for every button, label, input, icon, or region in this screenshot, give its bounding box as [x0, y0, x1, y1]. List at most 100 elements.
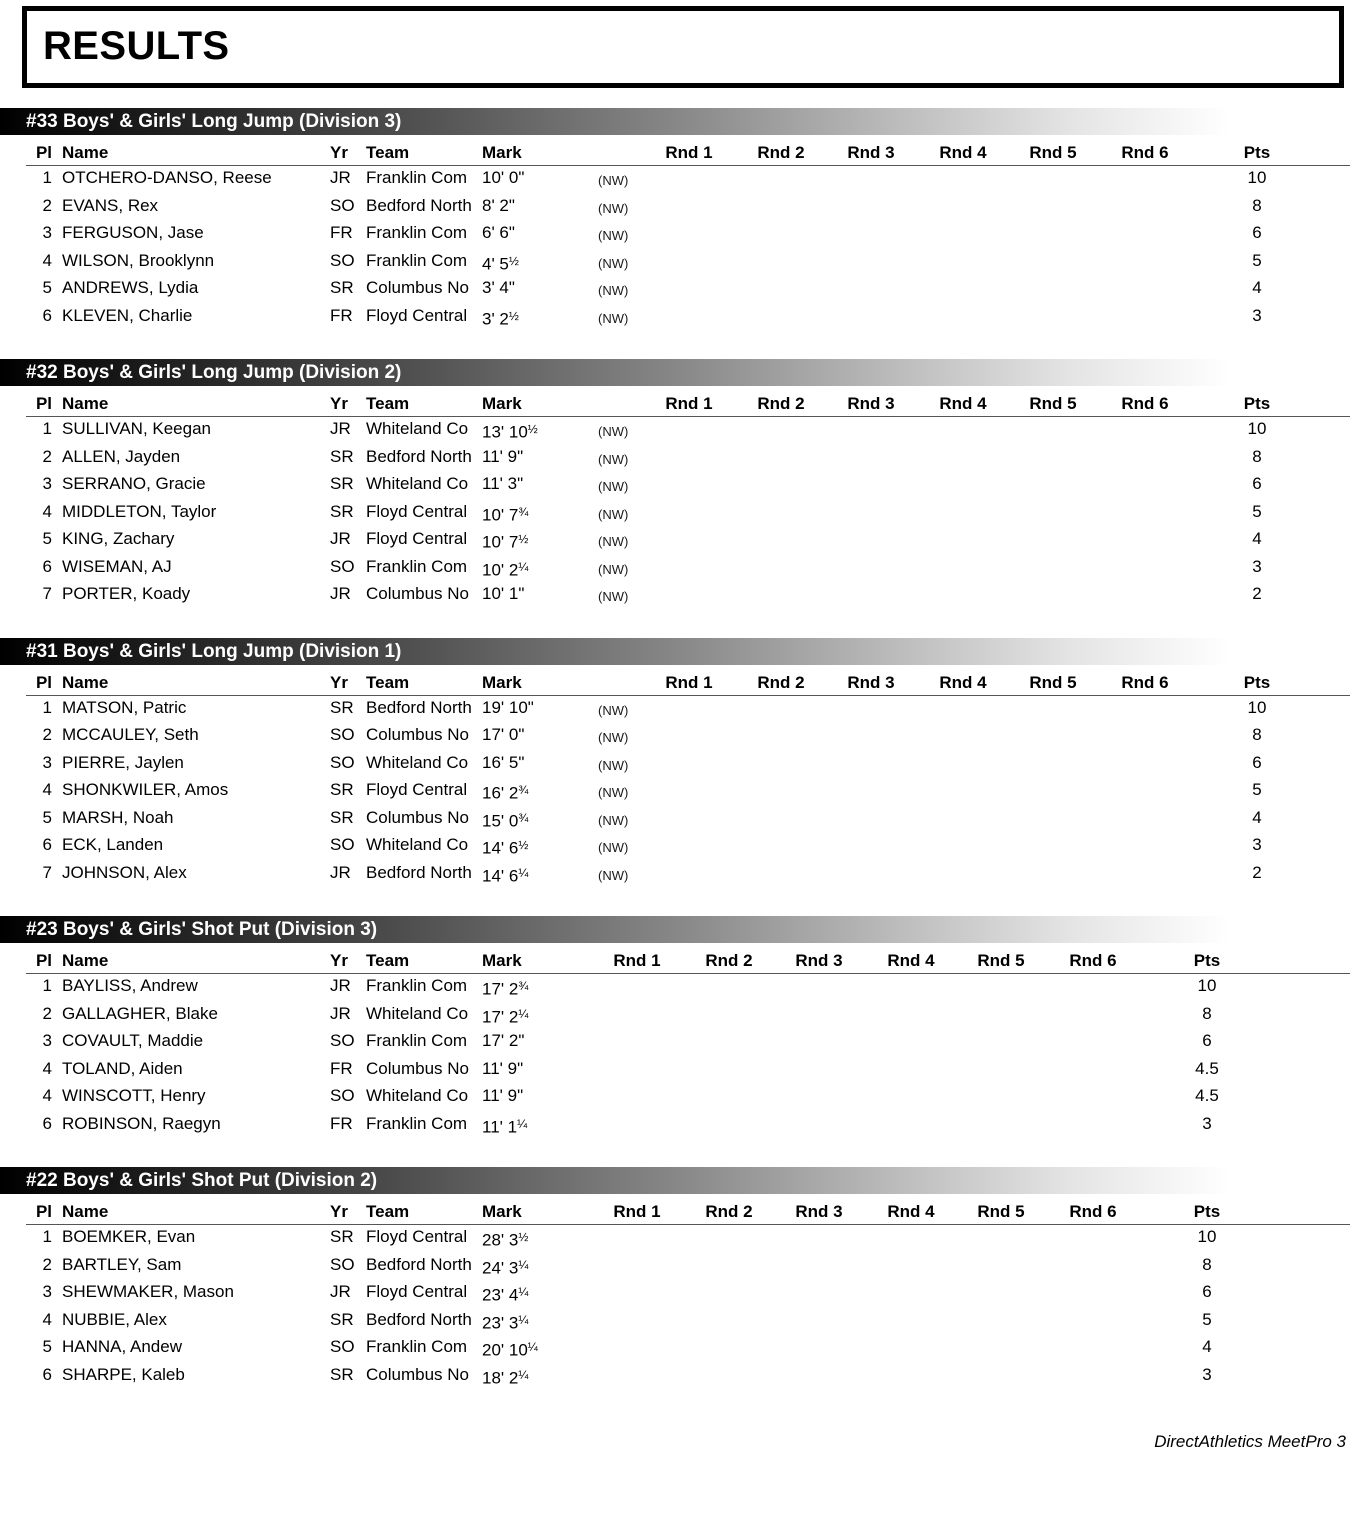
header-rule: [26, 694, 1350, 696]
cell-name: HANNA, Andew: [62, 1337, 182, 1356]
cell-mark: 11' 9": [482, 1086, 524, 1105]
cell-mark: 14' 6¼: [482, 865, 529, 886]
table-row: 3 FERGUSON, Jase FR Franklin Com 6 6' 6" (NW): [0, 221, 1366, 249]
section-header: #23 Boys' & Girls' Shot Put (Division 3): [0, 916, 1230, 943]
cell-mark: 28' 3½: [482, 1230, 529, 1250]
cell-team: Columbus No: [366, 807, 469, 827]
column-header-rnd6: Rnd 6: [1069, 1202, 1117, 1221]
cell-name: KLEVEN, Charlie: [62, 305, 193, 325]
column-header-rnd6: Rnd 6: [1121, 394, 1169, 413]
cell-team: Bedford North: [366, 195, 472, 215]
cell-year: SR: [330, 474, 354, 493]
cell-name: WINSCOTT, Henry: [62, 1086, 206, 1105]
column-header-name: Name: [62, 143, 109, 162]
table-row: 1 OTCHERO-DANSO, Reese JR Franklin Com 10 10'…: [0, 166, 1366, 194]
column-header-rnd1: Rnd 1: [665, 143, 713, 162]
cell-name: OTCHERO-DANSO, Reese: [62, 168, 272, 187]
cell-place: 2: [42, 195, 52, 215]
table-row: 2 GALLAGHER, Blake JR Whiteland Co 8 17' 2¼: [0, 1002, 1366, 1030]
table-row: 3 PIERRE, Jaylen SO Whiteland Co 6 16' 5" (NW): [0, 751, 1366, 779]
table-row: 5 KING, Zachary JR Floyd Central 4 10' 7½ (NW): [0, 527, 1366, 555]
cell-year: FR: [330, 1058, 353, 1078]
column-header-rnd2: Rnd 2: [705, 1202, 753, 1221]
section-header: #32 Boys' & Girls' Long Jump (Division 2…: [0, 359, 1230, 386]
column-header-place: Pl: [35, 672, 52, 692]
cell-place: 3: [42, 1282, 52, 1301]
cell-mark: 23' 3¼: [482, 1312, 529, 1333]
cell-mark: 19' 10": [482, 697, 534, 717]
cell-wind-reading: (NW): [598, 200, 629, 216]
cell-points: 8: [1202, 1003, 1212, 1023]
column-header-team: Team: [366, 672, 410, 692]
cell-mark: 15' 0¾: [482, 810, 529, 831]
cell-mark: 17' 0": [482, 725, 525, 744]
cell-place: 3: [42, 223, 52, 242]
cell-team: Whiteland Co: [366, 835, 469, 854]
table-row: 6 SHARPE, Kaleb SR Columbus No 3 18' 2¼: [0, 1363, 1366, 1391]
cell-points: 6: [1202, 1282, 1212, 1301]
cell-name: WILSON, Brooklynn: [62, 250, 215, 270]
table-row: 1 BAYLISS, Andrew JR Franklin Com 10 17' 2¾: [0, 974, 1366, 1002]
cell-team: Floyd Central: [366, 305, 468, 325]
cell-mark: 11' 9": [482, 446, 524, 466]
column-header-mark: Mark: [482, 394, 522, 413]
cell-team: Floyd Central: [366, 780, 468, 799]
cell-team: Bedford North: [366, 1254, 472, 1274]
column-header-points: Pts: [1193, 951, 1221, 970]
cell-mark: 8' 2": [482, 195, 515, 215]
cell-year: SO: [330, 1086, 355, 1105]
cell-team: Whiteland Co: [366, 419, 469, 438]
column-header-rnd2: Rnd 2: [705, 951, 753, 970]
cell-points: 4: [1252, 807, 1262, 827]
column-header-team: Team: [366, 143, 410, 162]
cell-year: SO: [330, 752, 355, 772]
cell-points: 6: [1202, 1031, 1212, 1050]
cell-year: JR: [330, 1282, 351, 1301]
footer-credit: DirectAthletics MeetPro 3: [1154, 1432, 1346, 1451]
cell-place: 2: [42, 725, 52, 744]
cell-name: MARSH, Noah: [62, 807, 174, 827]
cell-mark: 14' 6½: [482, 838, 529, 858]
cell-team: Floyd Central: [366, 1227, 468, 1246]
table-row: 3 SHEWMAKER, Mason JR Floyd Central 6 23' 4¼: [0, 1280, 1366, 1308]
cell-place: 6: [42, 556, 52, 576]
header-rule: [26, 973, 1350, 974]
table-header-row: Pl Name Yr Team Mark Rnd 1 Rnd 2 Rnd 3 Rnd 4 Rnd …: [0, 1200, 1366, 1225]
cell-year: SO: [330, 1031, 355, 1050]
cell-name: WISEMAN, AJ: [62, 556, 172, 576]
cell-points: 8: [1252, 195, 1262, 215]
cell-team: Franklin Com: [366, 1337, 468, 1356]
cell-place: 4: [42, 1309, 52, 1329]
cell-points: 3: [1252, 305, 1262, 325]
cell-mark: 17' 2¼: [482, 1006, 529, 1027]
cell-points: 2: [1252, 862, 1262, 882]
cell-team: Bedford North: [366, 862, 472, 882]
cell-name: TOLAND, Aiden: [62, 1058, 183, 1078]
column-header-mark: Mark: [482, 672, 522, 692]
page-title: RESULTS: [43, 24, 230, 68]
cell-team: Franklin Com: [366, 976, 468, 995]
cell-mark: 3' 2½: [482, 308, 519, 329]
cell-wind-reading: (NW): [598, 173, 629, 188]
cell-place: 2: [42, 446, 52, 466]
cell-wind-reading: (NW): [598, 506, 629, 522]
cell-mark: 6' 6": [482, 223, 515, 242]
cell-year: JR: [330, 976, 351, 995]
cell-year: SR: [330, 1227, 354, 1246]
cell-mark: 4' 5½: [482, 253, 519, 274]
cell-place: 5: [42, 529, 52, 548]
cell-points: 4: [1252, 529, 1262, 548]
results-table: Pl Name Yr Team Mark Rnd 1 Rnd 2 Rnd 3 Rnd 4 Rnd …: [0, 949, 1366, 1139]
cell-team: Whiteland Co: [366, 474, 469, 493]
column-header-points: Pts: [1243, 143, 1271, 162]
cell-place: 6: [42, 1113, 52, 1133]
cell-mark: 16' 5": [482, 752, 525, 772]
cell-place: 7: [42, 862, 52, 882]
table-row: 3 COVAULT, Maddie SO Franklin Com 6 17' 2": [0, 1029, 1366, 1057]
cell-year: SR: [330, 501, 354, 521]
section-title: #32 Boys' & Girls' Long Jump (Division 2…: [26, 362, 402, 383]
cell-mark: 24' 3¼: [482, 1257, 529, 1278]
column-header-rnd4: Rnd 4: [887, 1202, 935, 1221]
column-header-rnd3: Rnd 3: [795, 1202, 843, 1221]
cell-place: 7: [42, 584, 52, 603]
